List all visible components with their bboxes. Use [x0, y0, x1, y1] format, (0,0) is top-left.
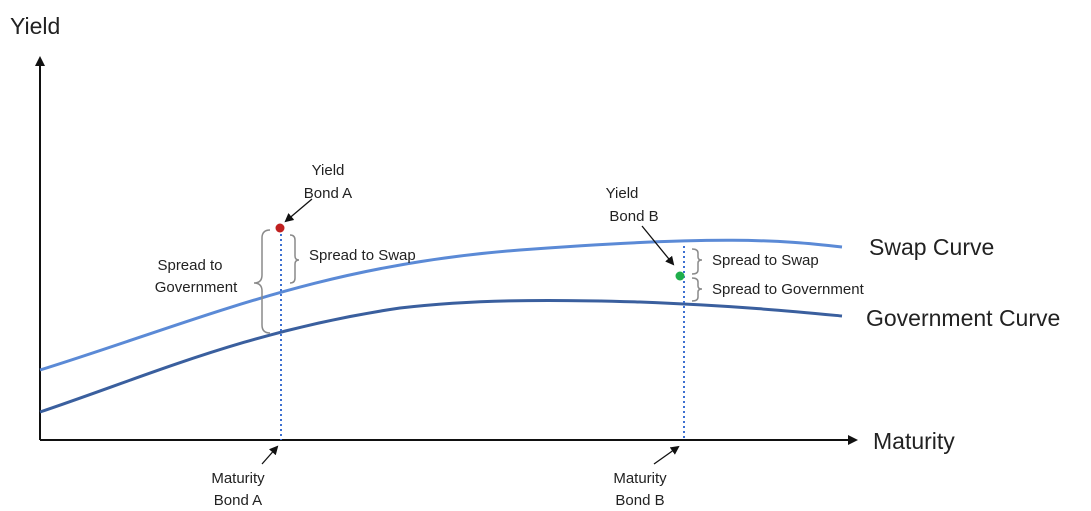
bond-a-yield-arrow: [284, 198, 313, 223]
swap-curve-line: [39, 238, 843, 372]
bond-b-yield-point: [675, 271, 685, 281]
y-axis-label: Yield: [10, 13, 60, 39]
bond-a-yield-label-line1: Yield: [312, 162, 345, 179]
bond-a-spread-to-government-line2: Government: [155, 279, 238, 296]
bond-b-yield-arrow: [641, 225, 675, 266]
bond-b-spread-to-government-bracket: [691, 277, 703, 302]
bond-a-spread-to-swap-bracket: [289, 234, 300, 284]
government-curve-label: Government Curve: [866, 305, 1060, 331]
bond-a-maturity-label-line1: Maturity: [211, 470, 265, 487]
bond-a-yield-label-line2: Bond A: [304, 185, 352, 202]
bond-a-maturity-arrow: [261, 445, 279, 465]
bond-a-yield-point: [275, 223, 285, 233]
bond-b-maturity-label-line1: Maturity: [613, 470, 667, 487]
bond-b-yield-label-line2: Bond B: [609, 208, 658, 225]
bond-a-maturity-label-line2: Bond A: [214, 492, 262, 509]
bond-b-yield-label-line1: Yield: [606, 185, 639, 202]
bond-b-spread-to-swap-label: Spread to Swap: [712, 252, 819, 269]
bond-a-spread-to-government-bracket: [253, 229, 271, 334]
bond-b-maturity-arrow: [653, 445, 680, 465]
government-curve-line: [39, 298, 843, 414]
bond-b-maturity-label-line2: Bond B: [615, 492, 664, 509]
bond-a-spread-to-government-line1: Spread to: [157, 257, 222, 274]
bond-b-spread-to-government-label: Spread to Government: [712, 281, 865, 298]
bond-b-spread-to-swap-bracket: [691, 248, 703, 275]
bond-a-spread-to-swap-label: Spread to Swap: [309, 247, 416, 264]
x-axis-label: Maturity: [873, 428, 955, 454]
swap-curve-label: Swap Curve: [869, 234, 994, 260]
